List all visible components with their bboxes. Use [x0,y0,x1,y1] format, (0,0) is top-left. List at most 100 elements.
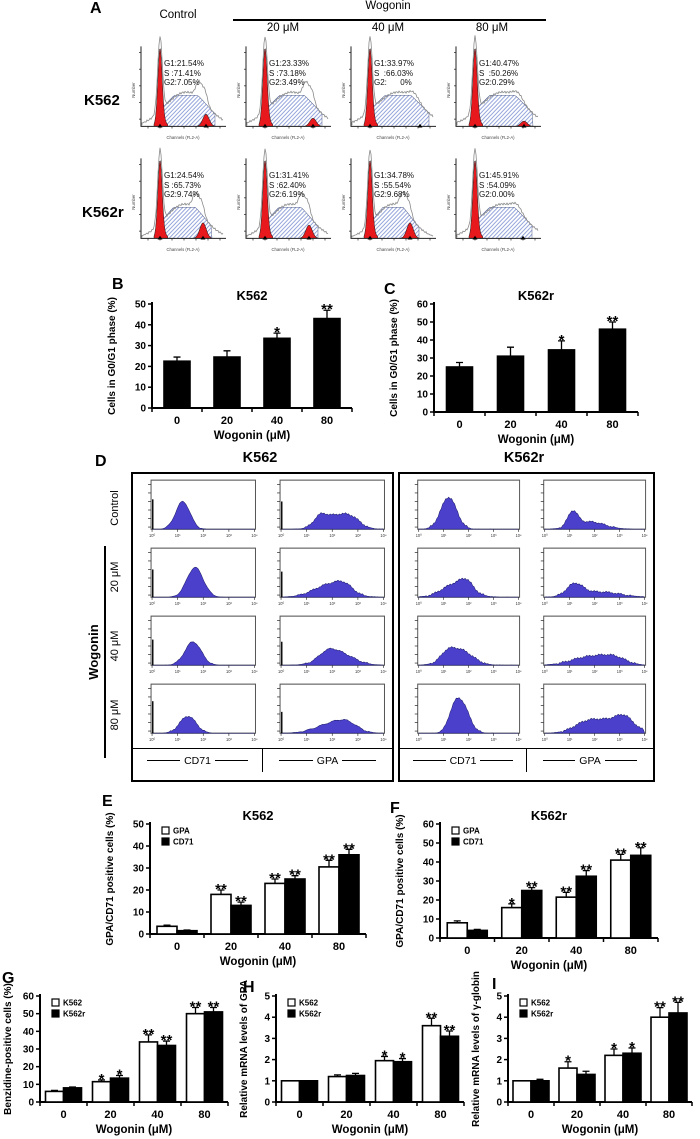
row-label-k562: K562 [84,92,120,109]
svg-text:10³: 10³ [616,533,622,538]
svg-text:30: 30 [423,877,435,888]
flow-plot-cell: Channels (FL2-A) Number G1:33.97% S :66.03… [340,36,440,142]
svg-text:10⁰: 10⁰ [541,533,547,538]
panel-h-label: H [243,979,255,996]
wogonin-side-bracket-line [104,546,106,758]
svg-text:0: 0 [60,1109,66,1121]
dna-histogram: Channels (FL2-A) Number [341,149,436,252]
svg-text:Wogonin (μM): Wogonin (μM) [562,1124,639,1136]
svg-text:Cells in G0/G1 phase (%): Cells in G0/G1 phase (%) [107,297,118,415]
svg-text:*: * [400,1050,406,1067]
cd71-histogram: 10⁰ 10¹ 10² 10³ 10⁴ [414,479,522,538]
panel-a-dose-40: 40 μM [371,22,405,34]
svg-text:10¹: 10¹ [303,669,309,674]
svg-text:0: 0 [464,945,470,957]
svg-text:Relative mRNA levels of γ-glob: Relative mRNA levels of γ-globin [471,971,482,1127]
svg-text:40: 40 [151,1109,163,1121]
svg-text:**: ** [426,1009,438,1026]
svg-text:10³: 10³ [354,601,360,606]
svg-text:10⁰: 10⁰ [541,601,547,606]
svg-text:K562: K562 [531,999,551,1008]
svg-text:10⁰: 10⁰ [278,601,284,606]
svg-text:Wogonin (μM): Wogonin (μM) [332,1124,409,1136]
svg-text:10⁰: 10⁰ [149,669,155,674]
svg-text:10²: 10² [329,737,335,742]
svg-text:Number: Number [341,194,346,210]
svg-text:30: 30 [133,864,145,875]
flow-plot-cell: Channels (FL2-A) Number G1:45.91% S :54.09… [445,148,545,254]
svg-text:10: 10 [135,383,147,394]
svg-text:10⁰: 10⁰ [149,533,155,538]
panel-d-row-20um: 20 μM [109,561,121,593]
cd71-histogram: 10⁰ 10¹ 10² 10³ 10⁴ [148,615,258,674]
svg-text:10⁴: 10⁴ [380,737,386,742]
svg-text:10²: 10² [329,669,335,674]
svg-text:5: 5 [496,992,502,1003]
flow-plot-cell: Channels (FL2-A) Number G1:34.78% S :55.54… [340,149,440,254]
svg-text:**: ** [269,870,281,887]
panel-d-k562-box: 10⁰ 10¹ 10² 10³ 10⁴ 10⁰ 10¹ 10² 10³ 10⁴ 10⁰ 10¹ 10… [131,472,394,782]
cd71-histogram: 10⁰ 10¹ 10² 10³ 10⁴ [148,683,258,742]
svg-text:Number: Number [131,82,136,98]
dna-histogram: Channels (FL2-A) Number [446,148,541,252]
svg-text:Channels (FL2-A): Channels (FL2-A) [376,135,410,140]
gpa-histogram: 10⁰ 10¹ 10² 10³ 10⁴ [540,683,647,742]
panel-d-title-k562r: K562r [503,450,545,466]
svg-text:10¹: 10¹ [175,669,181,674]
svg-text:10⁴: 10⁴ [251,601,257,606]
svg-text:10⁰: 10⁰ [149,601,155,606]
svg-text:10⁰: 10⁰ [278,533,284,538]
svg-text:10⁴: 10⁴ [516,737,522,742]
svg-text:50: 50 [133,820,145,831]
svg-text:K562: K562 [299,999,319,1008]
panel-d-row-control: Control [109,490,121,526]
svg-text:10³: 10³ [226,601,232,606]
svg-text:20: 20 [23,1062,35,1073]
svg-text:10⁰: 10⁰ [416,669,422,674]
svg-text:20: 20 [225,941,237,953]
dna-histogram: Channels (FL2-A) Number [131,147,226,252]
svg-text:40: 40 [570,945,582,957]
svg-text:0: 0 [496,1098,502,1109]
svg-text:10⁴: 10⁴ [251,737,257,742]
svg-text:10³: 10³ [616,737,622,742]
panel-c-label: C [384,281,396,298]
panel-d-k562r-axis-labels: CD71 GPA [400,748,653,772]
svg-text:10¹: 10¹ [303,737,309,742]
svg-text:10³: 10³ [616,601,622,606]
svg-text:10⁰: 10⁰ [541,737,547,742]
svg-text:40: 40 [271,415,283,427]
svg-text:80: 80 [606,419,618,431]
svg-text:60: 60 [423,820,435,831]
flow-plot-cell: Channels (FL2-A) Number G1:21.54% S :71.41… [130,36,230,142]
svg-text:**: ** [161,1032,173,1049]
svg-text:10¹: 10¹ [566,737,572,742]
svg-text:40: 40 [133,842,145,853]
svg-text:10²: 10² [466,533,472,538]
svg-text:40: 40 [23,1027,35,1038]
svg-text:*: * [629,1039,635,1056]
svg-text:K562r: K562r [299,1010,321,1019]
panel-a-label: A [90,0,102,17]
svg-text:80: 80 [333,941,345,953]
cd71-histogram: 10⁰ 10¹ 10² 10³ 10⁴ [414,615,522,674]
svg-text:40: 40 [417,336,429,347]
gpa-histogram: 10⁰ 10¹ 10² 10³ 10⁴ [540,479,647,538]
svg-text:10²: 10² [466,737,472,742]
gpa-histogram: 10⁰ 10¹ 10² 10³ 10⁴ [276,615,386,674]
svg-text:10⁴: 10⁴ [641,533,647,538]
svg-text:20: 20 [221,415,233,427]
svg-text:Wogonin (μM): Wogonin (μM) [511,960,588,972]
svg-text:*: * [382,1047,388,1064]
svg-text:**: ** [560,883,572,900]
cd71-axis-label: CD71 [400,749,526,772]
svg-text:Cells in G0/G1 phase (%): Cells in G0/G1 phase (%) [389,299,400,417]
svg-text:10: 10 [133,908,145,919]
svg-text:10³: 10³ [354,669,360,674]
svg-text:10⁴: 10⁴ [380,669,386,674]
